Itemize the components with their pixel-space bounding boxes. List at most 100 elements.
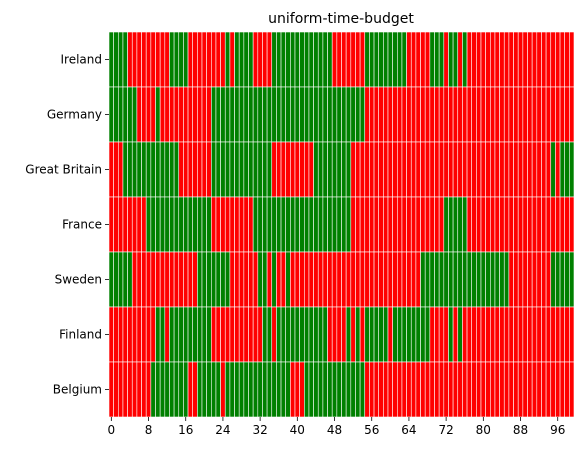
- heatmap-cell: [396, 31, 403, 88]
- heatmap-cell: [527, 196, 533, 253]
- heatmap-cell: [396, 306, 403, 363]
- heatmap-cell: [317, 251, 324, 308]
- heatmap-cell: [229, 306, 235, 363]
- heatmap-cell: [290, 306, 296, 363]
- heatmap-cell: [327, 361, 333, 418]
- heatmap-cell: [108, 86, 114, 143]
- heatmap-cell: [522, 361, 528, 418]
- heatmap-cell: [345, 31, 352, 88]
- heatmap-cell: [303, 86, 310, 143]
- heatmap-cell: [545, 306, 552, 363]
- heatmap-cell: [494, 196, 500, 253]
- heatmap-cell: [373, 196, 379, 253]
- heatmap-cell: [187, 141, 194, 198]
- heatmap-cell: [248, 31, 254, 88]
- heatmap-cell: [396, 361, 403, 418]
- heatmap-cell: [499, 196, 505, 253]
- heatmap-cell: [211, 196, 217, 253]
- heatmap-cell: [187, 361, 194, 418]
- heatmap-cell: [327, 251, 333, 308]
- heatmap-cell: [187, 86, 194, 143]
- heatmap-cell: [266, 251, 273, 308]
- heatmap-cell: [173, 251, 180, 308]
- heatmap-cell: [308, 361, 314, 418]
- heatmap-cell: [424, 31, 431, 88]
- heatmap-cell: [215, 31, 221, 88]
- heatmap-cell: [150, 141, 156, 198]
- heatmap-cell: [424, 196, 431, 253]
- heatmap-cell: [145, 361, 152, 418]
- heatmap-cell: [294, 86, 300, 143]
- heatmap-cell: [429, 361, 435, 418]
- heatmap-cell: [420, 251, 426, 308]
- heatmap-cell: [178, 86, 184, 143]
- heatmap-cell: [224, 251, 231, 308]
- heatmap-cell: [150, 31, 156, 88]
- heatmap-cell: [457, 141, 463, 198]
- heatmap-cell: [531, 361, 538, 418]
- heatmap-cell: [331, 86, 338, 143]
- heatmap-cell: [183, 86, 189, 143]
- heatmap-cell: [531, 86, 538, 143]
- heatmap-cell: [415, 86, 421, 143]
- heatmap-cell: [118, 361, 124, 418]
- heatmap-cell: [527, 251, 533, 308]
- heatmap-cell: [383, 361, 389, 418]
- heatmap-cell: [229, 141, 235, 198]
- heatmap-cell: [541, 251, 547, 308]
- heatmap-cell: [201, 196, 207, 253]
- heatmap-cell: [420, 141, 426, 198]
- heatmap-cell: [415, 251, 421, 308]
- heatmap-cell: [364, 31, 370, 88]
- heatmap-cell: [173, 306, 180, 363]
- heatmap-cell: [545, 86, 552, 143]
- heatmap-cell: [494, 251, 500, 308]
- heatmap-cell: [238, 31, 245, 88]
- heatmap-cell: [229, 196, 235, 253]
- heatmap-cell: [443, 251, 449, 308]
- heatmap-cell: [429, 86, 435, 143]
- heatmap-cell: [392, 141, 398, 198]
- heatmap-cell: [127, 306, 133, 363]
- heatmap-cell: [555, 141, 561, 198]
- heatmap-cell: [131, 196, 138, 253]
- heatmap-cell: [429, 251, 435, 308]
- heatmap-cell: [429, 306, 435, 363]
- heatmap-cell: [410, 196, 417, 253]
- heatmap-cell: [145, 31, 152, 88]
- heatmap-cell: [183, 306, 189, 363]
- heatmap-cell: [476, 306, 482, 363]
- heatmap-cell: [155, 31, 161, 88]
- heatmap-cell: [224, 361, 231, 418]
- heatmap-cell: [266, 141, 273, 198]
- heatmap-cell: [517, 31, 524, 88]
- heatmap-cell: [113, 86, 119, 143]
- heatmap-cell: [392, 31, 398, 88]
- heatmap-cell: [252, 361, 259, 418]
- heatmap-cell: [322, 251, 328, 308]
- heatmap-cell: [480, 141, 486, 198]
- heatmap-cell: [285, 141, 291, 198]
- heatmap-cell: [508, 251, 514, 308]
- heatmap-cell: [415, 196, 421, 253]
- heatmap-cell: [192, 86, 198, 143]
- heatmap-cell: [443, 196, 449, 253]
- x-tick-label: 16: [178, 423, 193, 437]
- heatmap-cell: [159, 86, 166, 143]
- heatmap-cell: [150, 86, 156, 143]
- heatmap-cell: [118, 251, 124, 308]
- heatmap-cell: [527, 86, 533, 143]
- heatmap-cell: [122, 31, 128, 88]
- heatmap-cell: [173, 361, 180, 418]
- heatmap-cell: [145, 306, 152, 363]
- heatmap-cell: [443, 141, 449, 198]
- heatmap-cell: [420, 361, 426, 418]
- heatmap-cell: [136, 306, 142, 363]
- heatmap-cell: [173, 86, 180, 143]
- y-tick-label: Great Britain: [25, 163, 102, 177]
- heatmap-cell: [359, 251, 366, 308]
- heatmap-cell: [401, 361, 407, 418]
- heatmap-cell: [155, 86, 161, 143]
- heatmap-cell: [429, 141, 435, 198]
- heatmap-cell: [211, 306, 217, 363]
